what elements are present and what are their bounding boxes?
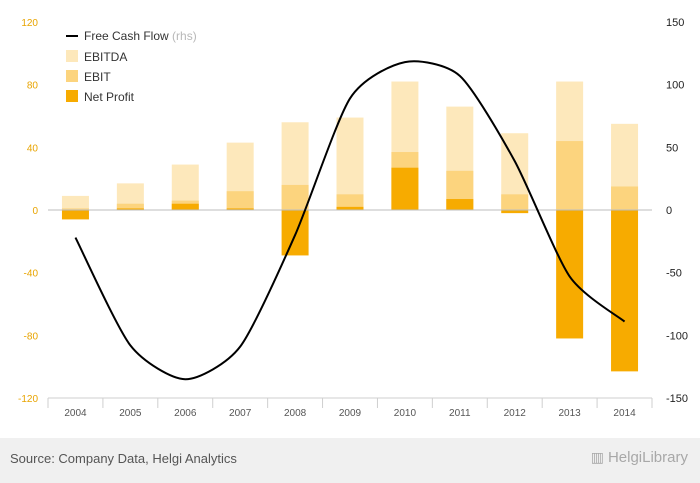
- x-tick-label: 2011: [449, 408, 471, 419]
- x-tick-label: 2014: [613, 408, 636, 419]
- legend-label-net-profit: Net Profit: [84, 90, 135, 104]
- legend-label-ebit: EBIT: [84, 70, 111, 84]
- bar-net-profit: [61, 210, 89, 220]
- bars: [61, 81, 639, 372]
- left-tick-label: 120: [21, 18, 38, 29]
- bar-net-profit: [501, 210, 529, 214]
- bar-net-profit: [226, 208, 254, 210]
- bar-ebit: [501, 194, 529, 210]
- bar-net-profit: [446, 199, 474, 210]
- bar-net-profit: [336, 206, 364, 210]
- left-tick-label: 80: [27, 81, 39, 92]
- x-axis: 2004 2005 2006 2007 2008 2009 2010 2011 2012 2013…: [47, 397, 653, 419]
- bar-ebit: [556, 141, 584, 210]
- x-tick-label: 2005: [119, 408, 142, 419]
- x-tick-label: 2006: [174, 408, 197, 419]
- footer: [0, 438, 700, 483]
- left-tick-label: -40: [24, 269, 39, 280]
- bar-ebit: [611, 186, 639, 210]
- right-tick-label: 150: [666, 17, 684, 29]
- right-tick-label: 100: [666, 80, 684, 92]
- x-tick-label: 2013: [559, 408, 582, 419]
- bar-net-profit: [171, 203, 199, 210]
- x-tick-label: 2008: [284, 408, 307, 419]
- logo-text: HelgiLibrary: [607, 449, 688, 466]
- bar-ebit: [336, 194, 364, 210]
- right-tick-label: 50: [666, 142, 678, 154]
- legend-rhs-tag: (rhs): [172, 29, 197, 43]
- left-tick-label: 0: [32, 206, 38, 217]
- legend: Free Cash Flow (rhs) EBITDA EBIT Net Profit: [66, 29, 197, 104]
- right-tick-label: 0: [666, 205, 672, 217]
- x-tick-label: 2012: [504, 408, 527, 419]
- legend-swatch-ebitda: [66, 50, 78, 62]
- left-tick-label: -120: [18, 394, 38, 405]
- bar-net-profit: [556, 210, 584, 339]
- left-tick-label: 40: [27, 143, 39, 154]
- free-cash-flow-line: [74, 60, 626, 381]
- right-tick-label: -50: [666, 268, 682, 280]
- bar-ebitda: [61, 195, 89, 210]
- legend-label-ebitda: EBITDA: [84, 50, 127, 64]
- right-axis: 150 100 50 0 -50 -100 -150: [666, 17, 688, 405]
- bar-ebit: [226, 191, 254, 210]
- legend-swatch-ebit: [66, 70, 78, 82]
- right-tick-label: -150: [666, 393, 688, 405]
- x-tick-label: 2004: [64, 408, 87, 419]
- bar-ebit: [281, 184, 309, 210]
- bar-net-profit: [391, 167, 419, 210]
- right-tick-label: -100: [666, 330, 688, 342]
- left-tick-label: -80: [24, 331, 39, 342]
- helgi-library-logo[interactable]: ▥ HelgiLibrary: [591, 449, 688, 466]
- source-note: Source: Company Data, Helgi Analytics: [10, 451, 237, 466]
- legend-swatch-net-profit: [66, 90, 78, 102]
- x-tick-label: 2010: [394, 408, 417, 419]
- x-tick-label: 2007: [229, 408, 252, 419]
- bar-ebit: [116, 203, 144, 210]
- bar-ebit: [61, 208, 89, 210]
- bookshelf-icon: ▥: [590, 449, 604, 465]
- left-axis: 120 80 40 0 -40 -80 -120: [18, 18, 38, 405]
- x-tick-label: 2009: [339, 408, 362, 419]
- legend-label-free-cash-flow: Free Cash Flow (rhs): [84, 29, 197, 43]
- bar-net-profit: [116, 208, 144, 210]
- bar-net-profit: [611, 210, 639, 372]
